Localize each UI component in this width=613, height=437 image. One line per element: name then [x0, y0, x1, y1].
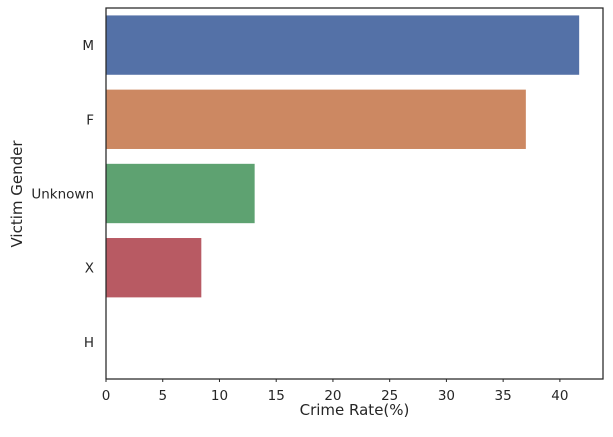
x-axis-ticks: 0 5 10 15 20 25 30 35 40: [102, 379, 568, 404]
bars: [106, 15, 580, 372]
x-tick-label: 30: [438, 388, 455, 404]
y-axis-label: Victim Gender: [8, 140, 26, 248]
y-tick-label: H: [84, 335, 94, 351]
x-tick-label: 35: [495, 388, 512, 404]
plot-frame: [105, 7, 604, 380]
bar-x: [106, 238, 202, 298]
y-tick-label: Unknown: [31, 187, 94, 203]
y-tick-label: X: [85, 261, 94, 277]
y-axis-ticks: M F Unknown X H: [31, 38, 94, 351]
x-tick-label: 5: [158, 388, 167, 404]
x-tick-label: 40: [551, 388, 568, 404]
x-tick-label: 20: [324, 388, 341, 404]
bar-unknown: [106, 163, 255, 224]
y-tick-label: M: [82, 38, 94, 54]
bar-f: [106, 89, 526, 149]
x-tick-label: 10: [211, 388, 228, 404]
x-tick-label: 15: [268, 388, 285, 404]
x-tick-label: 25: [381, 388, 398, 404]
x-tick-label: 0: [102, 388, 111, 404]
bar-m: [106, 15, 580, 75]
x-axis-label: Crime Rate(%): [300, 401, 410, 419]
y-tick-label: F: [86, 112, 94, 128]
